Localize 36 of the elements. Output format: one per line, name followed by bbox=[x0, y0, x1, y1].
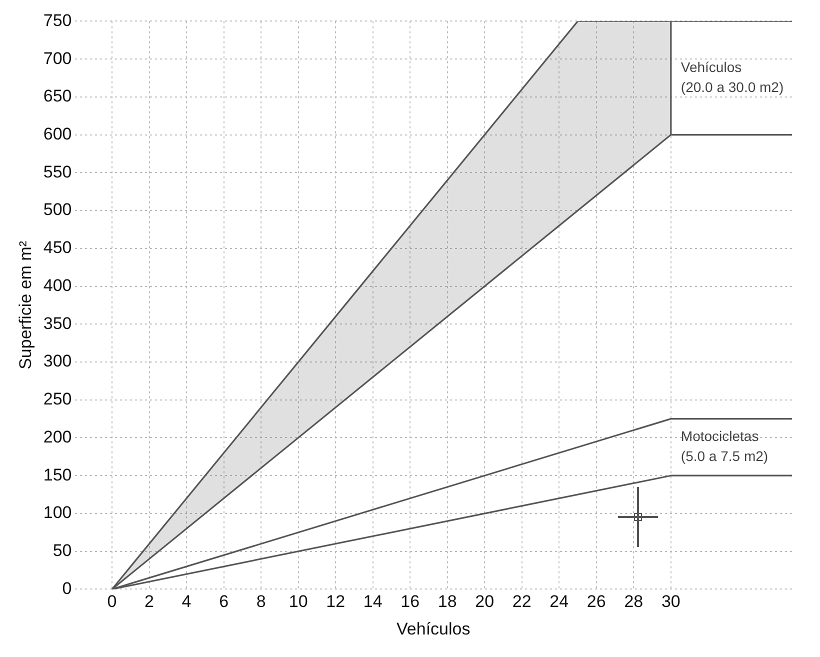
y-tick-label: 100 bbox=[43, 503, 72, 522]
y-tick-label: 400 bbox=[43, 276, 72, 295]
x-tick-label: 10 bbox=[288, 592, 308, 612]
x-tick-label: 24 bbox=[550, 592, 569, 612]
x-axis-title: Vehículos bbox=[396, 619, 470, 638]
y-tick-label: 450 bbox=[43, 238, 72, 258]
x-tick-label: 6 bbox=[219, 592, 229, 612]
y-tick-label: 650 bbox=[43, 86, 72, 106]
y-tick-label: 700 bbox=[43, 48, 72, 68]
y-tick-label: 600 bbox=[43, 124, 72, 144]
annotation: Motocicletas (5.0 a 7.5 m2) bbox=[680, 428, 768, 464]
y-tick-label: 550 bbox=[43, 162, 72, 182]
x-tick-label: 26 bbox=[586, 592, 606, 612]
x-tick-label: 12 bbox=[326, 592, 346, 612]
y-tick-label: 500 bbox=[43, 200, 72, 220]
x-tick-label: 4 bbox=[182, 592, 192, 612]
x-tick-label: 28 bbox=[624, 592, 644, 612]
x-tick-label: 20 bbox=[475, 592, 494, 612]
x-tick-label: 30 bbox=[661, 592, 680, 612]
y-tick-label: 750 bbox=[43, 10, 72, 30]
x-tick-label: 0 bbox=[107, 592, 117, 612]
x-tick-label: 2 bbox=[144, 592, 154, 612]
y-tick-label: 350 bbox=[43, 314, 72, 333]
y-tick-label: 0 bbox=[62, 578, 72, 598]
x-tick-label: 22 bbox=[512, 592, 532, 612]
x-tick-label: 8 bbox=[256, 592, 266, 612]
y-tick-label: 300 bbox=[43, 352, 72, 371]
y-tick-label: 50 bbox=[52, 541, 72, 560]
y-tick-label: 200 bbox=[43, 427, 72, 446]
y-tick-label: 250 bbox=[43, 390, 72, 409]
x-tick-label: 14 bbox=[363, 592, 382, 612]
x-tick-label: 18 bbox=[438, 592, 457, 612]
y-axis-title: Superficie em m² bbox=[16, 240, 35, 370]
y-tick-label: 150 bbox=[43, 465, 72, 484]
annotation: Vehículos (20.0 a 30.0 m2) bbox=[680, 58, 784, 95]
x-tick-label: 16 bbox=[400, 592, 420, 612]
